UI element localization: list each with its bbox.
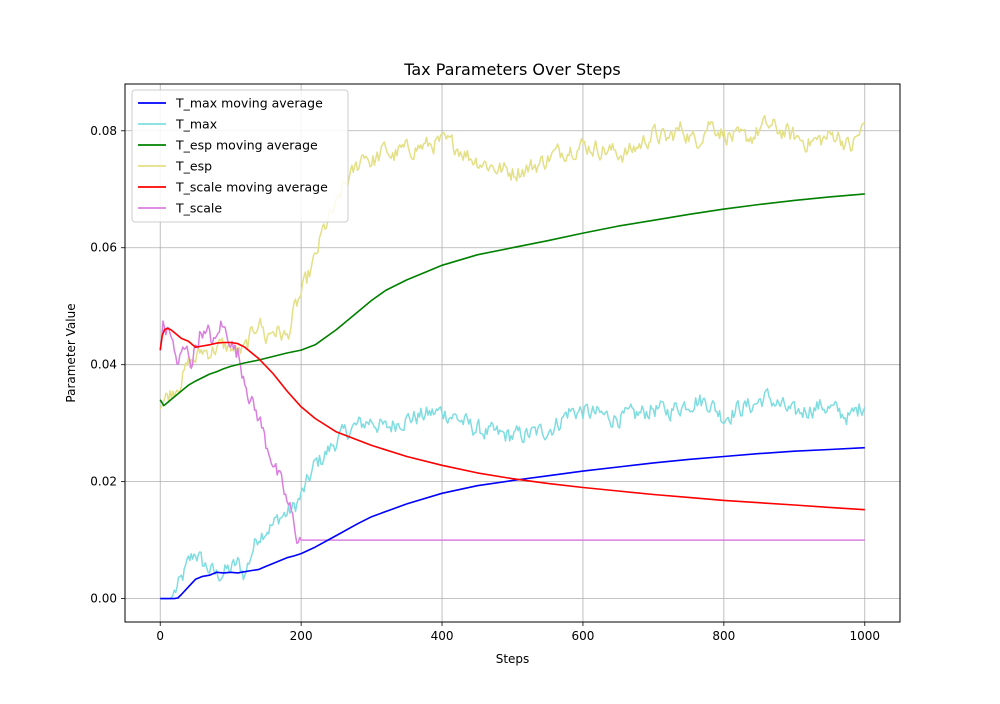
legend-entry-label: T_scale — [175, 201, 222, 216]
x-tick-label: 0 — [156, 629, 164, 643]
y-tick-label: 0.04 — [90, 358, 117, 372]
x-tick-label: 800 — [712, 629, 735, 643]
legend-box — [131, 89, 349, 223]
series-line-t-esp-moving-average — [159, 193, 865, 407]
legend-entry-label: T_max moving average — [175, 96, 323, 111]
legend-entry-label: T_esp — [175, 159, 212, 174]
y-tick-label: 0.08 — [90, 124, 117, 138]
x-tick-label: 600 — [572, 629, 595, 643]
y-axis-label: Parameter Value — [64, 303, 78, 402]
chart-title: Tax Parameters Over Steps — [403, 60, 620, 79]
axis-ticks: 0 200 400 600 800 1000 0.00 0.02 0.04 0.06 0.08 — [90, 124, 880, 643]
legend-entry-label: T_esp moving average — [175, 138, 318, 153]
x-tick-label: 400 — [431, 629, 454, 643]
x-axis-label: Steps — [496, 652, 530, 666]
x-tick-label: 1000 — [849, 629, 880, 643]
y-tick-label: 0.00 — [90, 592, 117, 606]
series-line-t-max-moving-average — [160, 446, 865, 600]
series-lines — [159, 114, 866, 600]
x-tick-label: 200 — [290, 629, 313, 643]
legend: T_max moving average T_max T_esp moving av… — [131, 89, 349, 223]
legend-entry-label: T_max — [175, 117, 217, 132]
series-line-t-scale — [159, 320, 865, 545]
series-line-t-esp — [159, 114, 866, 410]
y-tick-label: 0.02 — [90, 475, 117, 489]
plot-frame — [124, 83, 901, 623]
legend-entry-label: T_scale moving average — [175, 180, 328, 195]
series-line-t-max — [160, 387, 866, 600]
series-line-t-scale-moving-average — [159, 327, 865, 511]
y-tick-label: 0.06 — [90, 241, 117, 255]
